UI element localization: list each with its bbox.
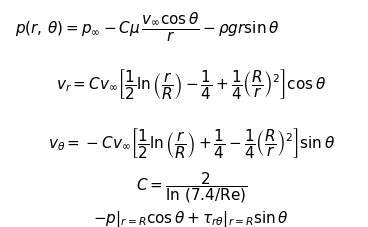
Text: $C = \dfrac{2}{\ln\,(7.4/\mathrm{Re})}$: $C = \dfrac{2}{\ln\,(7.4/\mathrm{Re})}$ xyxy=(136,170,247,205)
Text: $v_r = Cv_{\infty}\left[\dfrac{1}{2}\ln\left(\dfrac{r}{R}\right) - \dfrac{1}{4} : $v_r = Cv_{\infty}\left[\dfrac{1}{2}\ln\… xyxy=(56,67,326,101)
Text: $-p|_{r=R}\cos\theta + \tau_{r\theta}|_{r=R}\sin\theta$: $-p|_{r=R}\cos\theta + \tau_{r\theta}|_{… xyxy=(93,208,289,227)
Text: $v_{\theta} = -Cv_{\infty}\left[\dfrac{1}{2}\ln\left(\dfrac{r}{R}\right) + \dfra: $v_{\theta} = -Cv_{\infty}\left[\dfrac{1… xyxy=(48,125,335,159)
Text: $p(r,\, \theta) = p_{\infty} - C\mu\,\dfrac{v_{\infty}\cos\theta}{r} - \rho g r\: $p(r,\, \theta) = p_{\infty} - C\mu\,\df… xyxy=(15,11,279,44)
